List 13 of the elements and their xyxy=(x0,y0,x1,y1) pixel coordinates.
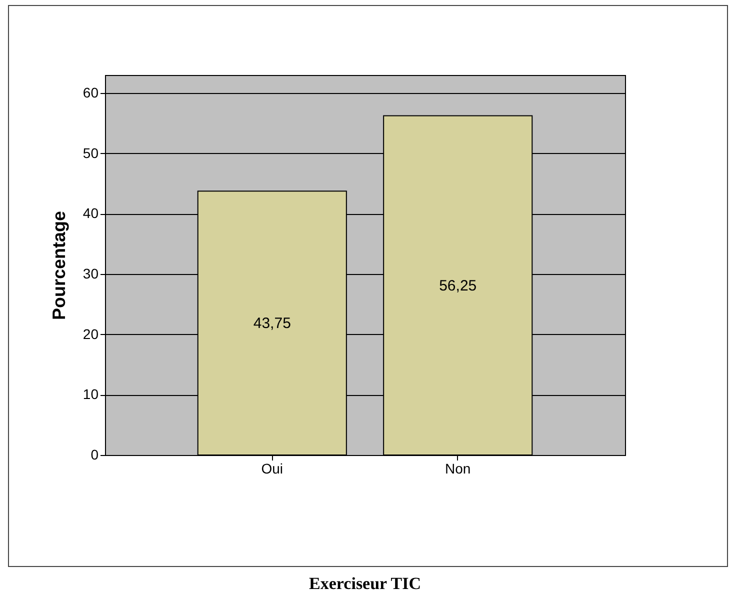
text: Exerciseur TIC xyxy=(309,574,421,593)
y-tick-label: 40 xyxy=(82,205,99,222)
y-tick-label: 50 xyxy=(82,144,99,161)
y-tick-label: 20 xyxy=(82,326,99,342)
y-tick-label: 60 xyxy=(82,84,99,101)
y-tick-label: 30 xyxy=(82,266,99,282)
data-label: 43,75 xyxy=(253,315,291,332)
x-tick-label: Non xyxy=(445,460,471,476)
y-tick-label: 0 xyxy=(90,446,99,462)
y-axis-title: Pourcentage xyxy=(48,210,69,320)
x-tick-label: Oui xyxy=(261,460,284,476)
y-tick-label: 10 xyxy=(82,386,99,402)
data-label: 56,25 xyxy=(439,277,477,294)
